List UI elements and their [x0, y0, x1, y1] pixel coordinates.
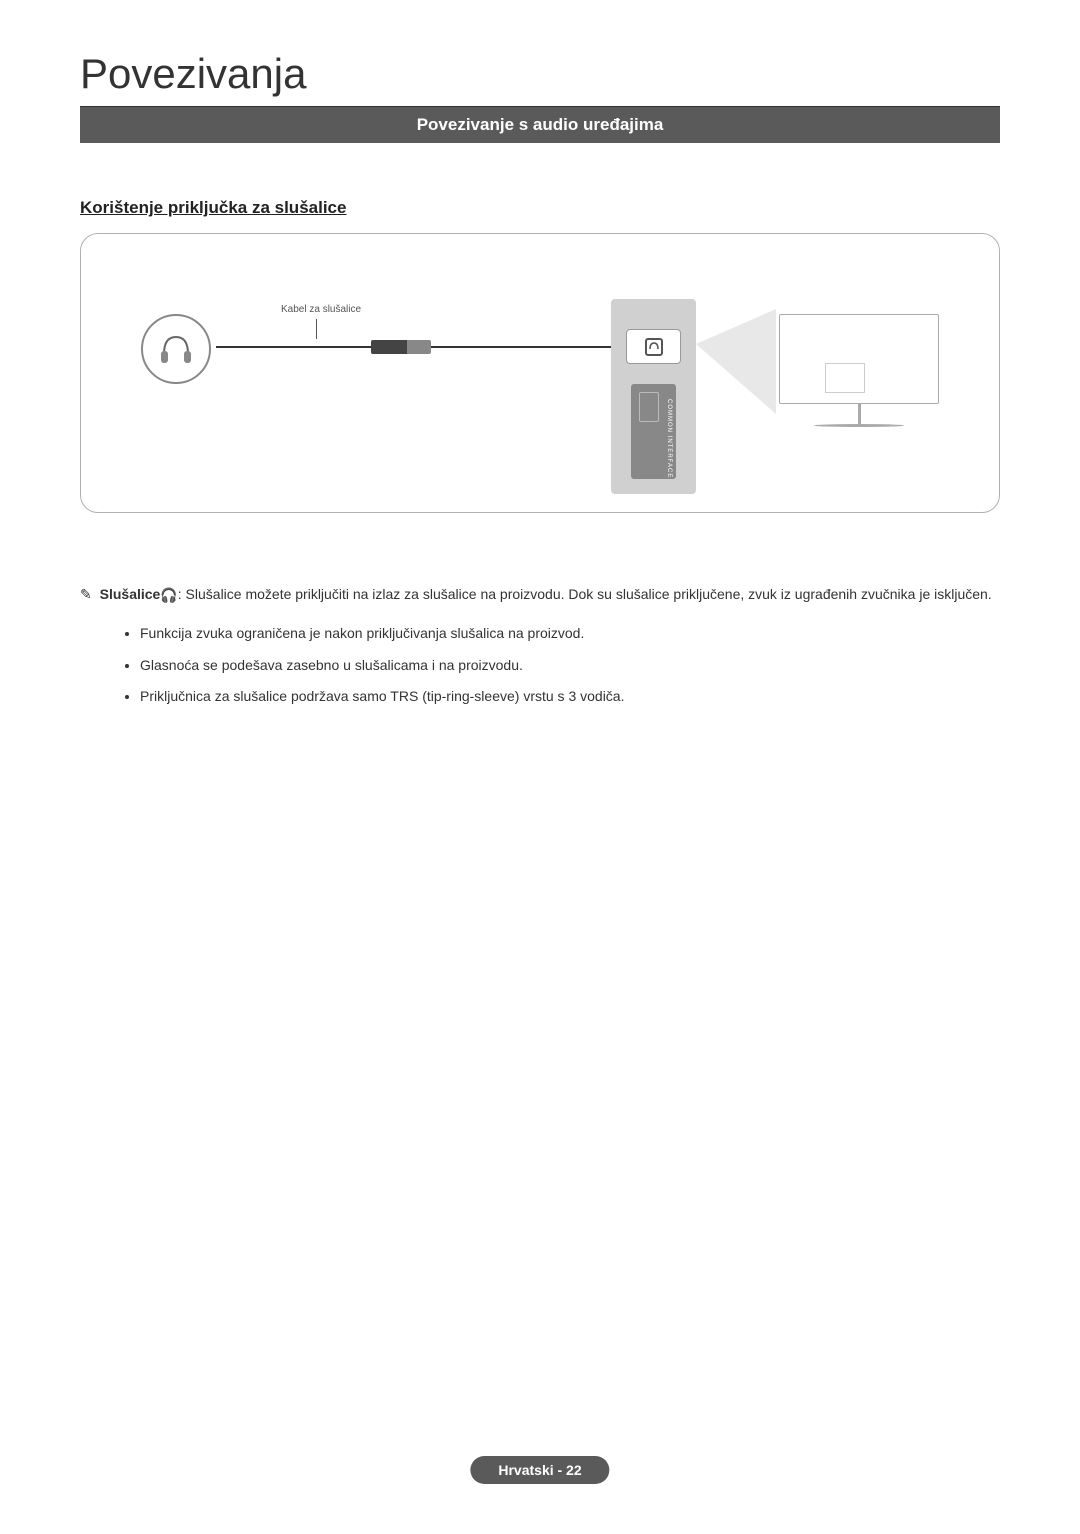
- headphones-svg: [156, 329, 196, 369]
- monitor-screen: [779, 314, 939, 404]
- note-lead-text: : Slušalice možete priključiti na izlaz …: [178, 586, 992, 602]
- common-interface-slot: COMMON INTERFACE: [631, 384, 676, 479]
- page-footer-label: Hrvatski - 22: [470, 1456, 609, 1484]
- monitor-device: [779, 314, 939, 424]
- headphones-icon: [141, 314, 211, 384]
- section-subtitle: Korištenje priključka za slušalice: [80, 198, 1000, 218]
- headphone-port-box: [626, 329, 681, 364]
- note-lead-bold: Slušalice: [100, 586, 161, 602]
- note-bullet-list: Funkcija zvuka ograničena je nakon prikl…: [80, 621, 1000, 709]
- page-main-title: Povezivanja: [80, 50, 1000, 107]
- hand-icon: ✎: [80, 583, 92, 605]
- headphone-glyph-icon: 🎧: [160, 587, 177, 603]
- jack-connector: [371, 340, 431, 354]
- monitor-stand-base: [814, 424, 904, 427]
- ci-slot-inner: [639, 392, 659, 422]
- monitor-stand-neck: [858, 404, 861, 424]
- note-paragraph: ✎ Slušalice🎧: Slušalice možete priključi…: [80, 583, 1000, 606]
- device-port-panel: COMMON INTERFACE: [611, 299, 696, 494]
- list-item: Glasnoća se podešava zasebno u slušalica…: [140, 653, 1000, 678]
- list-item: Priključnica za slušalice podržava samo …: [140, 684, 1000, 709]
- section-header: Povezivanje s audio uređajima: [80, 107, 1000, 143]
- device-highlight-beam: [696, 309, 776, 414]
- connection-diagram: Kabel za slušalice COMMON INTERFACE: [80, 233, 1000, 513]
- list-item: Funkcija zvuka ograničena je nakon prikl…: [140, 621, 1000, 646]
- headphone-port-icon: [645, 338, 663, 356]
- cable-label: Kabel za slušalice: [281, 304, 361, 315]
- cable-pointer-line: [316, 319, 317, 339]
- ci-slot-label: COMMON INTERFACE: [666, 399, 672, 478]
- monitor-back-panel: [825, 363, 865, 393]
